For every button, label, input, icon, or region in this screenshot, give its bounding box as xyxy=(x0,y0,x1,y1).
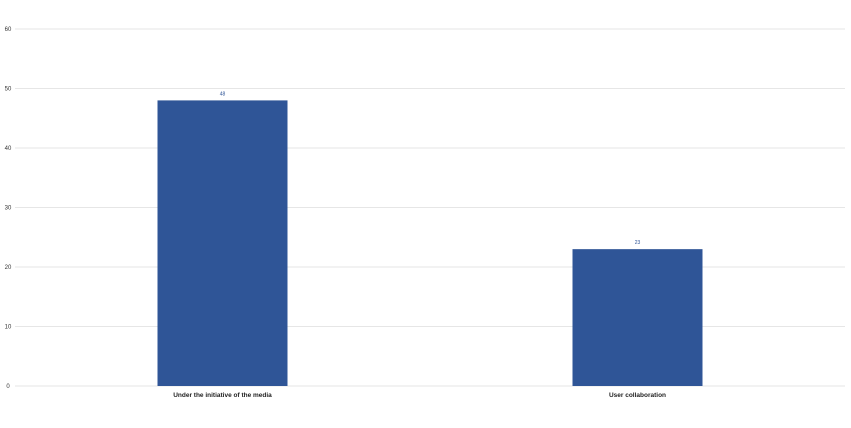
bar xyxy=(572,249,703,386)
y-axis-ticks: 0 10 20 30 40 50 60 xyxy=(5,27,12,390)
y-tick-label: 60 xyxy=(5,27,12,33)
x-axis-ticks: Under the initiative of the media User co… xyxy=(173,392,666,399)
x-tick-label: Under the initiative of the media xyxy=(173,392,272,399)
y-tick-label: 10 xyxy=(5,325,12,331)
y-tick-label: 0 xyxy=(6,384,10,390)
data-label: 23 xyxy=(635,240,641,246)
y-tick-label: 30 xyxy=(5,206,12,212)
y-tick-label: 20 xyxy=(5,265,12,271)
bars xyxy=(157,100,703,387)
x-tick-label: User collaboration xyxy=(609,392,666,399)
bar xyxy=(157,100,288,387)
data-labels: 48 23 xyxy=(220,91,641,246)
data-label: 48 xyxy=(220,91,226,97)
y-tick-label: 50 xyxy=(5,87,12,93)
gridlines xyxy=(15,28,845,387)
y-tick-label: 40 xyxy=(5,146,12,152)
